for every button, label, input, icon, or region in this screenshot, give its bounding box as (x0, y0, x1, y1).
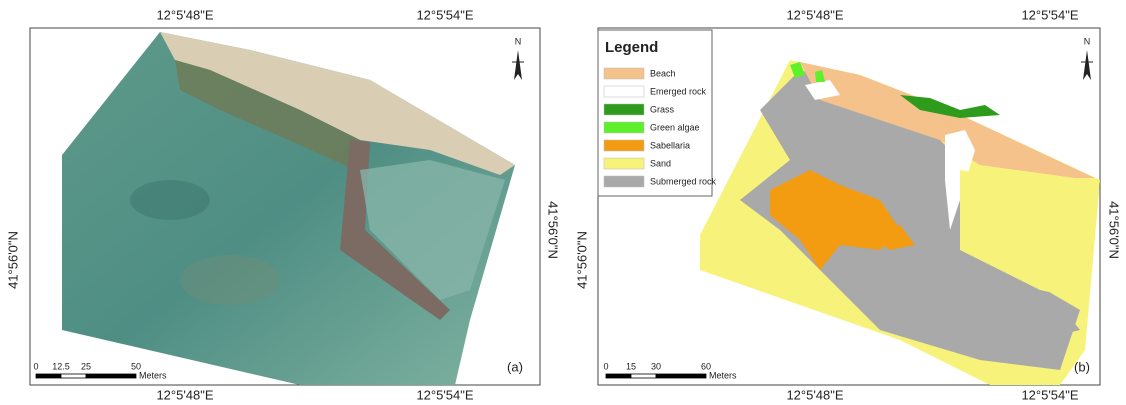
legend-swatch (604, 104, 644, 115)
figure: 12°5'48"E 12°5'54"E 12°5'48"E 12°5'54"E 41°5… (0, 0, 1126, 405)
scale-tick-label: 30 (651, 361, 661, 371)
legend-swatch (604, 176, 644, 187)
north-label: N (1084, 36, 1091, 46)
legend-swatch (604, 86, 644, 97)
scale-bar-segment (36, 374, 61, 378)
legend-item: Sabellaria (650, 140, 690, 150)
longitude-label: 12°5'54"E (416, 387, 473, 402)
legend-item: Green algae (650, 122, 700, 132)
panel-label: (a) (507, 359, 523, 374)
scale-bar-segment (631, 374, 656, 378)
scale-bar-segment (61, 374, 86, 378)
scale-tick-label: 0 (603, 361, 608, 371)
legend-item: Sand (650, 158, 671, 168)
scale-bar-segment (606, 374, 631, 378)
legend-swatch (604, 122, 644, 133)
legend-swatch (604, 140, 644, 151)
legend-item: Beach (650, 68, 676, 78)
latitude-label: 41°56'0"N (5, 231, 20, 289)
longitude-label: 12°5'54"E (1021, 7, 1078, 22)
scale-tick-label: 15 (626, 361, 636, 371)
scale-unit: Meters (709, 370, 737, 380)
longitude-label: 12°5'48"E (156, 387, 213, 402)
longitude-label: 12°5'54"E (416, 7, 473, 22)
legend-title: Legend (605, 39, 658, 56)
scale-unit: Meters (139, 370, 167, 380)
scale-tick-label: 12.5 (52, 361, 70, 371)
longitude-label: 12°5'48"E (786, 7, 843, 22)
scale-tick-label: 0 (33, 361, 38, 371)
legend-swatch (604, 158, 644, 169)
longitude-label: 12°5'54"E (1021, 387, 1078, 402)
legend-item: Grass (650, 104, 675, 114)
legend-item: Emerged rock (650, 86, 707, 96)
legend-item: Submerged rock (650, 176, 717, 186)
north-label: N (515, 36, 522, 46)
latitude-label: 41°56'0"N (546, 201, 561, 259)
latitude-label: 41°56'0"N (1107, 201, 1122, 259)
scale-bar-segment (86, 374, 136, 378)
latitude-label: 41°56'0"N (574, 231, 589, 289)
scale-bar-segment (656, 374, 706, 378)
panel-label: (b) (1074, 359, 1090, 374)
longitude-label: 12°5'48"E (156, 7, 213, 22)
legend-swatch (604, 68, 644, 79)
longitude-label: 12°5'48"E (786, 387, 843, 402)
scale-tick-label: 25 (81, 361, 91, 371)
